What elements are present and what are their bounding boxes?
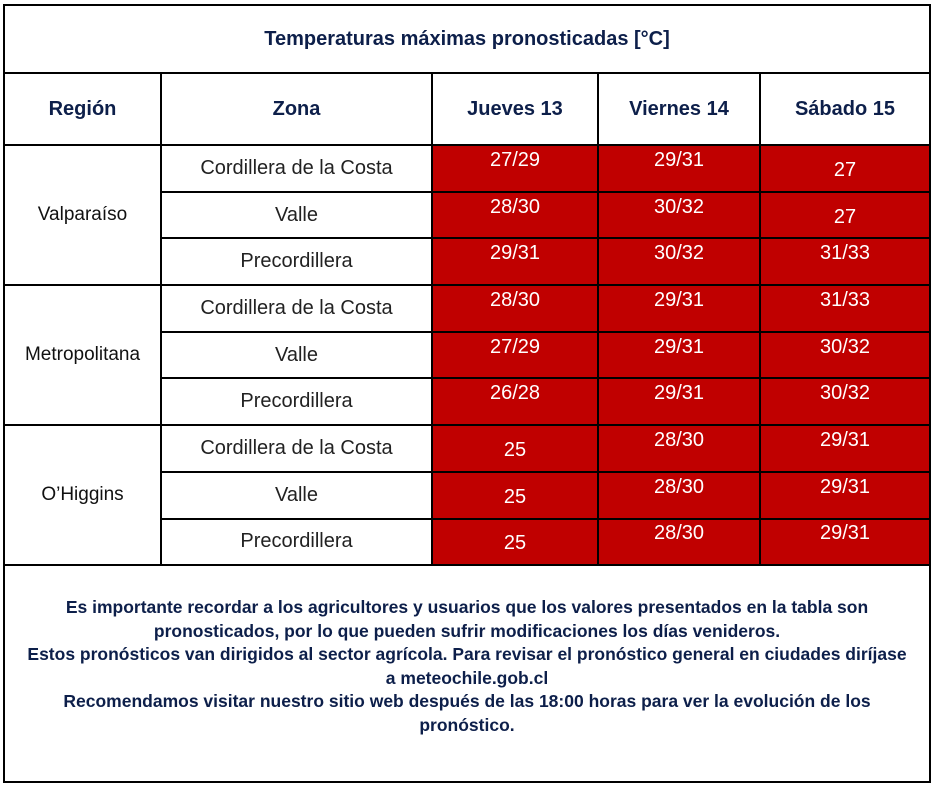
temperature-value: 25: [503, 485, 527, 508]
footer-line: Es importante recordar a los agricultore…: [65, 597, 869, 641]
temperature-value: 27: [833, 158, 857, 181]
temperature-value: 27/29: [489, 148, 541, 171]
temperature-value: 28/30: [653, 522, 705, 545]
footer-note: Es importante recordar a los agricultore…: [5, 566, 929, 737]
forecast-table: Temperaturas máximas pronosticadas [°C] …: [5, 6, 929, 567]
table-row: Valle 27/29 29/31 30/32: [5, 330, 929, 380]
temperature-value: 28/30: [489, 288, 541, 311]
temperature-cell: 29/31: [597, 330, 761, 380]
table-row: O’Higgins Cordillera de la Costa 25 28/30 29…: [5, 424, 929, 567]
temperature-value: 30/32: [819, 335, 871, 358]
temperature-value: 30/32: [819, 382, 871, 405]
temperature-cell: 27/29: [431, 330, 599, 380]
temperature-value: 29/31: [653, 148, 705, 171]
zona-cell: Precordillera: [161, 237, 433, 287]
table-title: Temperaturas máximas pronosticadas [°C]: [5, 6, 929, 74]
zona-cell: Precordillera: [161, 377, 433, 427]
temperature-cell: 29/31: [431, 237, 599, 287]
temperature-cell: 28/30: [431, 284, 599, 333]
footer-line: Estos pronósticos van dirigidos al secto…: [27, 644, 907, 688]
zona-cell: Cordillera de la Costa: [160, 284, 433, 333]
temperature-cell: 27: [759, 190, 929, 240]
temperature-cell: 27: [759, 144, 929, 193]
temperature-value: 27/29: [489, 335, 541, 358]
table-row: Valle 25 28/30 29/31: [5, 470, 929, 520]
temperature-cell: 28/30: [597, 424, 761, 473]
temperature-value: 29/31: [489, 242, 541, 265]
temperature-cell: 29/31: [759, 470, 929, 520]
table-row: Valle 28/30 30/32 27: [5, 190, 929, 240]
temperature-cell: 25: [431, 470, 599, 520]
temperature-value: 25: [503, 532, 527, 555]
footer-line: Recomendamos visitar nuestro sitio web d…: [63, 691, 871, 735]
header-zona: Zona: [160, 72, 433, 146]
temperature-cell: 30/32: [597, 190, 761, 240]
temperature-value: 28/30: [489, 195, 541, 218]
temperature-cell: 27/29: [431, 144, 599, 193]
zona-cell: Valle: [161, 330, 433, 380]
temperature-value: 29/31: [653, 335, 705, 358]
region-cell: Valparaíso: [5, 143, 162, 287]
region-cell: Metropolitana: [5, 284, 162, 427]
forecast-document: Temperaturas máximas pronosticadas [°C] …: [3, 4, 931, 783]
temperature-value: 29/31: [819, 475, 871, 498]
temperature-cell: 30/32: [759, 330, 929, 380]
temperature-cell: 30/32: [597, 237, 761, 287]
temperature-value: 30/32: [653, 195, 705, 218]
zona-cell: Valle: [161, 470, 433, 520]
temperature-value: 29/31: [653, 382, 705, 405]
temperature-value: 29/31: [653, 288, 705, 311]
temperature-cell: 28/30: [597, 470, 761, 520]
table-row: Precordillera 29/31 30/32 31/33: [5, 237, 929, 287]
temperature-value: 29/31: [819, 522, 871, 545]
temperature-value: 30/32: [653, 242, 705, 265]
table-row: Metropolitana Cordillera de la Costa 28/30…: [5, 284, 929, 427]
temperature-cell: 29/31: [597, 377, 761, 427]
temperature-cell: 29/31: [759, 517, 929, 567]
temperature-value: 31/33: [819, 242, 871, 265]
temperature-cell: 26/28: [431, 377, 599, 427]
zona-cell: Precordillera: [161, 517, 433, 567]
zona-cell: Cordillera de la Costa: [160, 424, 433, 473]
temperature-cell: 29/31: [597, 144, 761, 193]
temperature-value: 29/31: [819, 428, 871, 451]
temperature-cell: 29/31: [759, 424, 929, 473]
table-row: Precordillera 25 28/30 29/31: [5, 517, 929, 567]
temperature-value: 28/30: [653, 475, 705, 498]
header-day-3: Sábado 15: [759, 72, 929, 146]
temperature-value: 25: [503, 438, 527, 461]
table-row: Precordillera 26/28 29/31 30/32: [5, 377, 929, 427]
zona-cell: Valle: [161, 190, 433, 240]
temperature-cell: 28/30: [597, 517, 761, 567]
temperature-cell: 25: [431, 517, 599, 567]
temperature-cell: 29/31: [597, 284, 761, 333]
header-day-2: Viernes 14: [597, 72, 761, 146]
zona-cell: Cordillera de la Costa: [160, 144, 433, 193]
temperature-cell: 25: [431, 424, 599, 473]
header-day-1: Jueves 13: [431, 72, 599, 146]
table-row: Valparaíso Cordillera de la Costa 27/29 29/…: [5, 143, 929, 287]
temperature-value: 31/33: [819, 288, 871, 311]
temperature-value: 26/28: [489, 382, 541, 405]
temperature-cell: 31/33: [759, 237, 929, 287]
temperature-cell: 31/33: [759, 284, 929, 333]
temperature-value: 27: [833, 205, 857, 228]
header-region: Región: [5, 72, 162, 146]
temperature-cell: 28/30: [431, 190, 599, 240]
region-cell: O’Higgins: [5, 424, 162, 567]
temperature-cell: 30/32: [759, 377, 929, 427]
temperature-value: 28/30: [653, 428, 705, 451]
